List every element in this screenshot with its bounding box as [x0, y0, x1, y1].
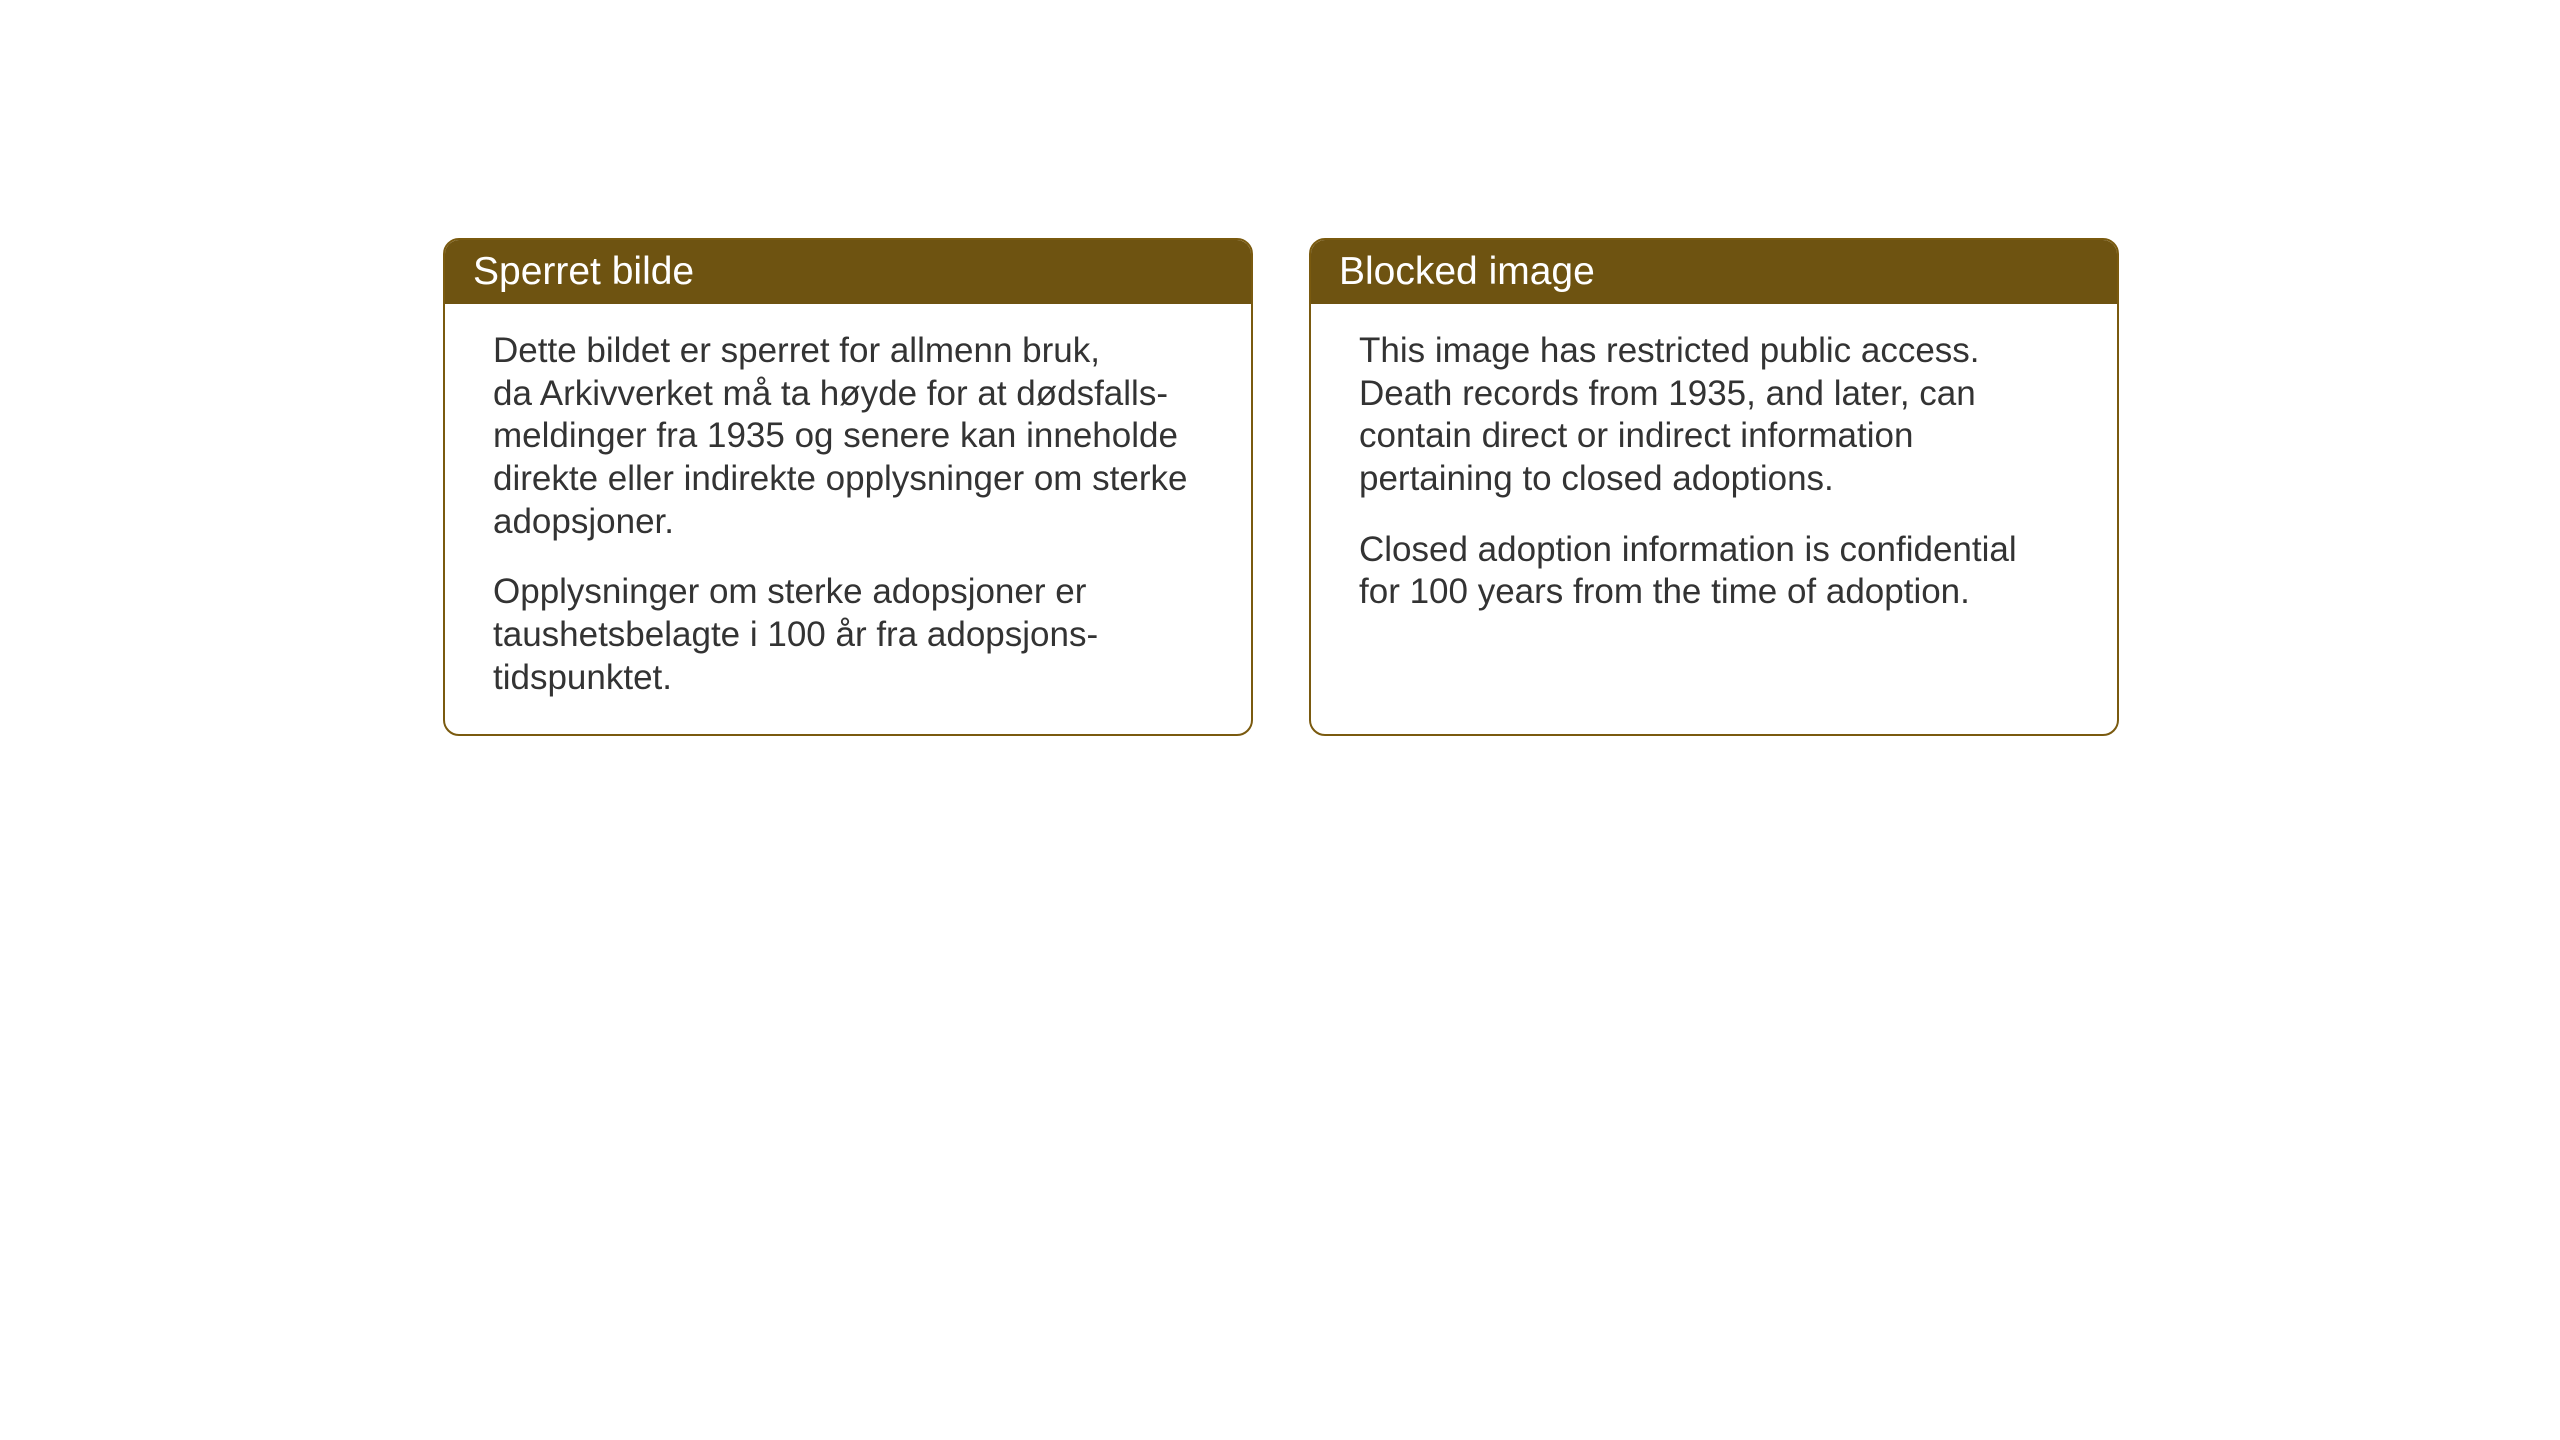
notice-header-norwegian: Sperret bilde	[445, 240, 1251, 304]
notice-title-english: Blocked image	[1339, 250, 1595, 293]
notice-body-english: This image has restricted public access.…	[1311, 304, 2117, 648]
notice-box-norwegian: Sperret bilde Dette bildet er sperret fo…	[443, 238, 1253, 736]
notice-title-norwegian: Sperret bilde	[473, 250, 694, 293]
notice-paragraph-2-norwegian: Opplysninger om sterke adopsjoner er tau…	[493, 571, 1203, 699]
notice-paragraph-1-norwegian: Dette bildet er sperret for allmenn bruk…	[493, 330, 1203, 543]
notice-paragraph-1-english: This image has restricted public access.…	[1359, 330, 2069, 501]
notice-body-norwegian: Dette bildet er sperret for allmenn bruk…	[445, 304, 1251, 734]
notice-header-english: Blocked image	[1311, 240, 2117, 304]
notice-paragraph-2-english: Closed adoption information is confident…	[1359, 529, 2069, 614]
notices-container: Sperret bilde Dette bildet er sperret fo…	[443, 238, 2119, 736]
notice-box-english: Blocked image This image has restricted …	[1309, 238, 2119, 736]
